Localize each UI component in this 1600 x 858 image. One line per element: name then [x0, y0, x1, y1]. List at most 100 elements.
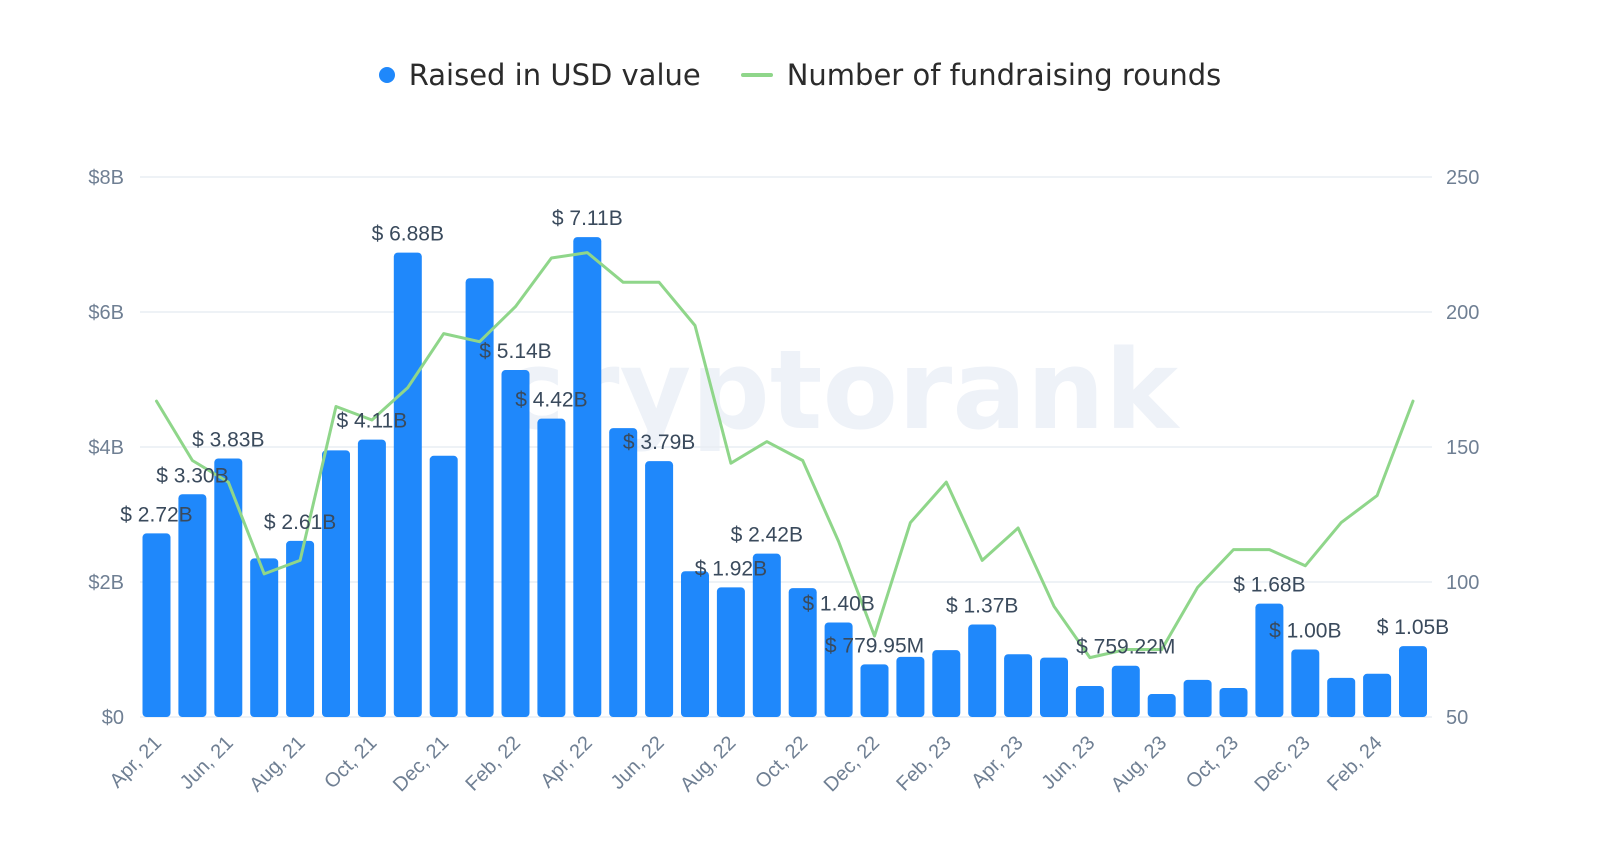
x-axis-tick-label: Jun, 22 [607, 732, 669, 794]
x-axis-tick-label: Aug, 21 [245, 732, 309, 796]
bar-data-label: $ 1.05B [1377, 616, 1449, 639]
left-axis-tick-label: $4B [88, 437, 124, 459]
bar-data-label: $ 1.37B [946, 595, 1018, 618]
bar-data-label: $ 3.30B [156, 464, 228, 487]
watermark-logo: cryptorank [500, 326, 1181, 454]
bar [716, 587, 745, 717]
data-labels: $ 2.72B $ 3.30B $ 3.83B $ 2.61B $ 4.11B $ 6.8… [120, 207, 1449, 659]
x-axis-tick-label: Dec, 22 [820, 732, 884, 796]
bar [1399, 646, 1427, 717]
bar [1255, 603, 1284, 717]
bar [1147, 694, 1176, 717]
bar [429, 455, 458, 717]
grid-lines [140, 176, 1432, 718]
bar-data-label: $ 779.95M [825, 634, 924, 657]
bar-series [142, 237, 1427, 717]
bar-data-label: $ 1.68B [1233, 574, 1305, 597]
bar [788, 588, 817, 717]
line-series [155, 251, 1415, 660]
left-axis-tick-label: $2B [88, 572, 124, 594]
x-axis-tick-label: Oct, 23 [1182, 732, 1243, 793]
bar [1183, 679, 1212, 717]
left-axis-tick-label: $8B [88, 167, 124, 189]
bar [968, 624, 997, 717]
bar [1040, 657, 1068, 717]
rounds-line [155, 251, 1415, 660]
left-axis-tick-label: $6B [88, 302, 124, 324]
bar [1327, 677, 1356, 717]
bar [178, 494, 207, 717]
x-axis-tick-label: Feb, 23 [892, 732, 956, 796]
bar [142, 533, 171, 717]
legend-label-raised: Raised in USD value [408, 58, 701, 92]
bar-data-label: $ 5.14B [479, 340, 551, 363]
x-axis: Apr, 21 Jun, 21 Aug, 21 Oct, 21 Dec, 21 Feb, … [106, 732, 1387, 796]
bar-data-label: $ 2.72B [120, 503, 192, 526]
bar-data-label: $ 4.42B [515, 389, 587, 412]
bar [1363, 673, 1392, 717]
x-axis-tick-label: Dec, 23 [1251, 732, 1315, 796]
x-axis-tick-label: Dec, 21 [389, 732, 453, 796]
right-axis-tick-label: 250 [1446, 167, 1479, 189]
bar [214, 458, 243, 717]
bar [1075, 685, 1104, 717]
right-axis-tick-label: 50 [1446, 707, 1468, 729]
x-axis-tick-label: Jun, 23 [1037, 732, 1099, 794]
bar [860, 664, 889, 717]
bar [681, 571, 709, 717]
bar-data-label: $ 4.11B [336, 410, 407, 433]
bar [1219, 687, 1248, 717]
chart-legend: Raised in USD value Number of fundraisin… [0, 58, 1600, 92]
right-axis: 50 100 150 200 250 [1446, 167, 1479, 729]
legend-label-rounds: Number of fundraising rounds [786, 58, 1222, 92]
right-axis-tick-label: 100 [1446, 572, 1479, 594]
bar-data-label: $ 3.79B [623, 431, 695, 454]
bar [537, 418, 566, 717]
bar [286, 540, 315, 717]
bar [896, 656, 925, 717]
bar [1291, 649, 1320, 717]
legend-line-icon [740, 73, 773, 77]
bar-data-label: $ 1.00B [1269, 620, 1341, 643]
bar [573, 237, 602, 717]
bar [465, 278, 494, 717]
x-axis-tick-label: Apr, 21 [106, 732, 166, 792]
bar-data-label: $ 3.83B [192, 428, 264, 451]
legend-item-raised[interactable]: Raised in USD value [378, 58, 701, 92]
right-axis-tick-label: 150 [1446, 437, 1479, 459]
x-axis-tick-label: Feb, 22 [462, 732, 526, 796]
legend-dot-icon [378, 67, 395, 83]
x-axis-tick-label: Aug, 22 [676, 732, 740, 796]
bar [393, 252, 422, 717]
bar [824, 622, 853, 717]
bar [322, 450, 350, 717]
left-axis-tick-label: $0 [102, 707, 124, 729]
x-axis-tick-label: Oct, 22 [751, 732, 812, 793]
x-axis-tick-label: Feb, 24 [1323, 732, 1387, 796]
bar-data-label: $ 6.88B [372, 223, 444, 246]
x-axis-tick-label: Jun, 21 [176, 732, 238, 794]
x-axis-tick-label: Aug, 23 [1107, 732, 1171, 796]
bar [932, 650, 961, 717]
bar [1111, 665, 1140, 717]
bar-data-label: $ 759.22M [1076, 636, 1175, 659]
left-axis: $0 $2B $4B $6B $8B [88, 167, 124, 729]
bar [357, 439, 386, 717]
bar-data-label: $ 1.40B [802, 593, 874, 616]
bar [250, 558, 279, 717]
bar-data-label: $ 2.61B [264, 511, 336, 534]
x-axis-tick-label: Apr, 22 [536, 732, 596, 792]
right-axis-tick-label: 200 [1446, 302, 1479, 324]
bar-data-label: $ 7.11B [552, 207, 623, 230]
bar [645, 461, 674, 717]
bar [609, 428, 638, 717]
bar [1004, 654, 1033, 717]
bar-data-label: $ 2.42B [731, 524, 803, 547]
x-axis-tick-label: Apr, 23 [967, 732, 1027, 792]
bar [501, 370, 530, 717]
bar [752, 553, 781, 717]
legend-item-rounds[interactable]: Number of fundraising rounds [740, 58, 1222, 92]
x-axis-tick-label: Oct, 21 [320, 732, 381, 793]
bar-data-label: $ 1.92B [695, 557, 767, 580]
